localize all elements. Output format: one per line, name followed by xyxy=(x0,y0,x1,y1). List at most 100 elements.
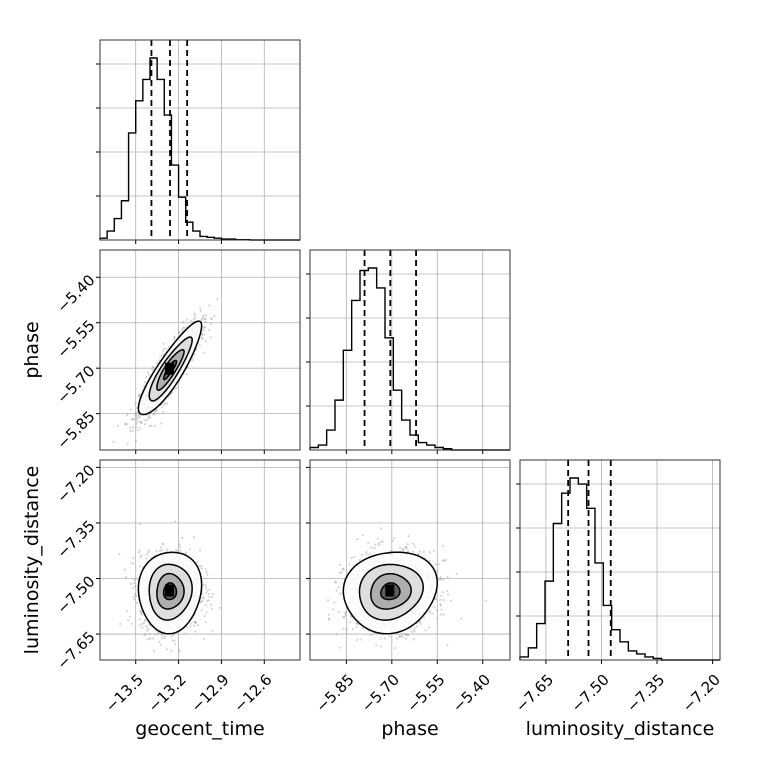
scatter-point xyxy=(163,404,166,407)
x-tick-label-geocent_time: −12.6 xyxy=(230,671,275,716)
scatter-point xyxy=(138,420,142,423)
scatter-point xyxy=(162,347,165,351)
scatter-point xyxy=(132,596,135,599)
scatter-point xyxy=(355,622,358,625)
scatter-point xyxy=(136,428,139,432)
scatter-point xyxy=(413,545,416,548)
scatter-point xyxy=(404,546,408,549)
scatter-point xyxy=(398,546,402,549)
scatter-point xyxy=(125,423,128,426)
scatter-point xyxy=(208,588,211,591)
scatter-point xyxy=(139,523,142,526)
scatter-point xyxy=(132,581,136,585)
scatter-point xyxy=(135,417,138,420)
scatter-panel-geocent_time-luminosity_distance xyxy=(96,459,301,664)
scatter-point xyxy=(136,420,139,423)
scatter-point xyxy=(405,633,408,636)
scatter-point xyxy=(135,411,138,414)
scatter-point xyxy=(404,546,407,549)
scatter-point xyxy=(153,413,156,416)
scatter-point xyxy=(439,604,442,607)
scatter-point xyxy=(144,632,147,636)
scatter-point xyxy=(404,637,408,640)
scatter-point xyxy=(189,622,192,625)
scatter-point xyxy=(202,584,205,587)
scatter-point xyxy=(210,317,213,321)
panel-frame xyxy=(309,249,511,451)
scatter-point xyxy=(155,408,158,411)
scatter-point xyxy=(183,326,186,330)
scatter-point xyxy=(203,614,206,618)
scatter-point xyxy=(199,307,202,310)
scatter-point xyxy=(414,626,417,629)
scatter-point xyxy=(446,575,449,578)
scatter-point xyxy=(418,621,421,624)
scatter-point xyxy=(441,591,445,594)
scatter-point xyxy=(136,417,139,420)
y-tick-label-phase: −5.85 xyxy=(53,407,98,452)
scatter-point xyxy=(161,350,165,353)
scatter-point xyxy=(146,371,149,374)
scatter-point xyxy=(160,549,164,552)
scatter-point xyxy=(131,417,135,420)
scatter-point xyxy=(149,637,152,640)
scatter-point xyxy=(332,608,335,611)
scatter-point xyxy=(406,549,410,552)
scatter-point xyxy=(200,600,203,604)
x-tick-label-luminosity_distance: −7.20 xyxy=(679,671,724,716)
scatter-point xyxy=(216,298,219,301)
scatter-point xyxy=(161,637,164,640)
panel-contents xyxy=(118,520,221,653)
scatter-point xyxy=(135,414,138,417)
scatter-point xyxy=(146,629,149,632)
scatter-point xyxy=(193,314,197,317)
scatter-point xyxy=(160,422,163,425)
scatter-point xyxy=(178,543,181,546)
scatter-point xyxy=(413,628,416,632)
scatter-point xyxy=(130,418,133,421)
scatter-point xyxy=(148,637,151,640)
scatter-point xyxy=(125,422,128,425)
x-axis-label-geocent_time: geocent_time xyxy=(135,718,264,740)
scatter-point xyxy=(126,413,129,416)
scatter-point xyxy=(138,624,142,627)
scatter-point xyxy=(373,546,376,550)
scatter-point xyxy=(198,564,201,568)
scatter-point xyxy=(437,562,440,566)
scatter-point xyxy=(206,599,209,603)
x-tick-label-luminosity_distance: −7.35 xyxy=(623,671,668,716)
scatter-point xyxy=(200,319,203,322)
scatter-point xyxy=(419,619,422,623)
x-tick-label-phase: −5.85 xyxy=(312,671,357,716)
scatter-point xyxy=(436,609,439,612)
scatter-point xyxy=(158,549,162,553)
scatter-point xyxy=(165,648,169,651)
scatter-point xyxy=(211,595,214,599)
scatter-point xyxy=(163,635,167,638)
scatter-point xyxy=(200,333,204,336)
scatter-point xyxy=(402,548,405,551)
scatter-point xyxy=(162,410,165,413)
scatter-point xyxy=(431,612,434,615)
scatter-point xyxy=(367,541,370,544)
scatter-point xyxy=(381,540,384,543)
scatter-point xyxy=(138,549,141,552)
scatter-point xyxy=(442,578,445,581)
x-tick-label-phase: −5.40 xyxy=(449,671,494,716)
scatter-point xyxy=(406,634,409,637)
scatter-point xyxy=(333,601,336,604)
scatter-point xyxy=(201,599,204,602)
scatter-point xyxy=(365,551,368,554)
scatter-point xyxy=(337,611,340,614)
scatter-point xyxy=(446,590,449,593)
scatter-point xyxy=(158,640,161,644)
scatter-point xyxy=(140,612,143,616)
scatter-point xyxy=(141,626,144,629)
scatter-point xyxy=(181,328,184,331)
scatter-point xyxy=(443,598,446,602)
scatter-point xyxy=(170,635,174,638)
scatter-point xyxy=(208,328,211,332)
scatter-point xyxy=(134,413,137,416)
scatter-point xyxy=(423,616,426,619)
scatter-point xyxy=(209,323,212,326)
